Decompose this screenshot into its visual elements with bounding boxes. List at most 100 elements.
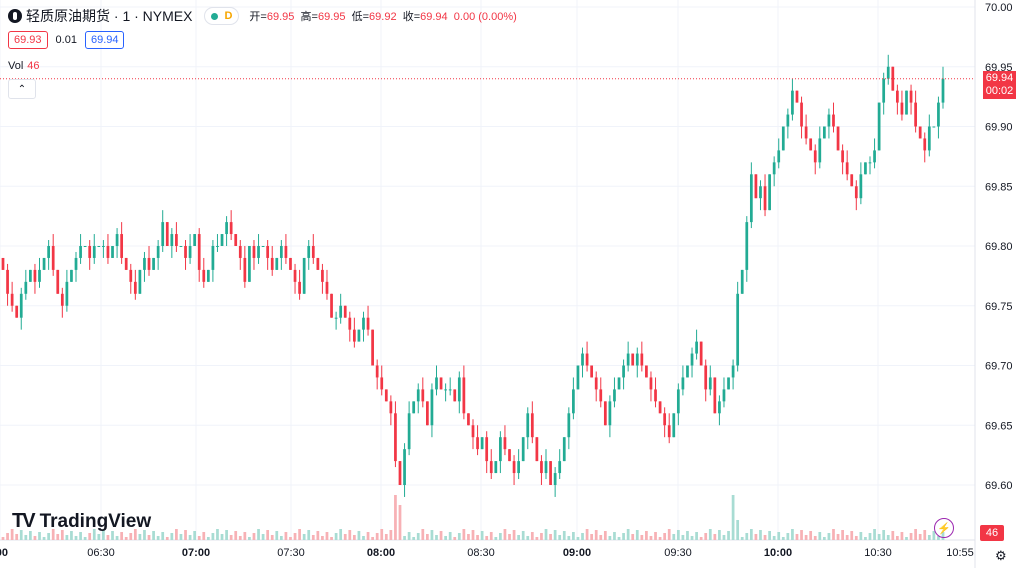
candle-body xyxy=(918,126,922,139)
candle-body xyxy=(836,126,840,151)
volume-bar xyxy=(530,532,534,540)
candle-body xyxy=(416,389,420,402)
volume-bar xyxy=(699,537,703,540)
candle-body xyxy=(225,222,228,235)
y-tick-label: 69.60 xyxy=(985,480,1013,492)
candle-body xyxy=(179,246,183,247)
candle-body xyxy=(690,353,694,366)
candle-body xyxy=(88,246,92,258)
candle-body xyxy=(731,365,735,378)
candle-body xyxy=(471,425,475,438)
volume-bar xyxy=(302,534,306,540)
volume-bar xyxy=(366,532,370,540)
ask-button[interactable]: 69.94 xyxy=(84,31,125,49)
collapse-legend-button[interactable]: ⌃ xyxy=(8,79,36,99)
volume-bar xyxy=(398,505,402,540)
volume-bar xyxy=(581,533,584,540)
candle-body xyxy=(617,377,621,390)
x-tick-label: 10:00 xyxy=(764,547,792,559)
candle-body xyxy=(70,269,73,282)
volume-bar xyxy=(389,530,393,540)
lightning-icon[interactable]: ⚡ xyxy=(934,518,954,538)
volume-bar xyxy=(859,532,863,540)
candle-body xyxy=(421,389,425,402)
y-tick-label: 69.80 xyxy=(985,241,1013,253)
y-tick-label: 69.85 xyxy=(985,181,1013,193)
candle-body xyxy=(330,293,333,318)
volume-bar xyxy=(289,537,292,540)
volume-bar xyxy=(613,532,616,540)
candle-body xyxy=(494,461,498,474)
volume-bar xyxy=(663,533,667,540)
candle-body xyxy=(371,329,374,366)
last-price-value: 69.94 xyxy=(985,72,1014,84)
candle-body xyxy=(115,234,119,246)
volume-bar xyxy=(193,531,197,540)
last-price-tag: 69.94 00:02 xyxy=(983,71,1016,99)
candle-body xyxy=(800,102,803,127)
volume-bar xyxy=(526,536,530,540)
market-status-pill[interactable]: D xyxy=(204,7,240,25)
candle-body xyxy=(79,246,82,258)
exchange-logo-icon xyxy=(8,9,22,23)
candle-body xyxy=(83,246,87,247)
candle-body xyxy=(316,257,320,270)
symbol-title[interactable]: 轻质原油期货 · 1 · NYMEX xyxy=(26,8,193,24)
candle-body xyxy=(42,257,46,270)
volume-bar xyxy=(257,529,260,540)
volume-bar xyxy=(896,536,899,540)
candle-body xyxy=(444,389,447,391)
volume-bar xyxy=(375,533,379,540)
volume-bar xyxy=(937,536,940,540)
candle-body xyxy=(275,257,279,270)
volume-bar xyxy=(658,537,662,540)
candle-body xyxy=(558,461,562,474)
candle-body xyxy=(24,281,28,294)
candle-body xyxy=(832,114,835,127)
ohlc-values: 开=69.95 高=69.95 低=69.92 收=69.94 0.00 (0.… xyxy=(249,8,516,24)
volume-bar xyxy=(845,535,849,540)
candle-body xyxy=(772,162,776,175)
volume-bar xyxy=(19,530,23,540)
candle-body xyxy=(152,257,155,270)
volume-bar xyxy=(480,531,484,540)
x-tick-label: 10:55 xyxy=(946,547,974,559)
candle-body xyxy=(517,461,520,474)
volume-bar xyxy=(1,537,5,540)
x-tick-label: 08:00 xyxy=(367,547,395,559)
candle-body xyxy=(891,66,895,91)
volume-bar xyxy=(499,533,502,540)
volume-bar xyxy=(900,532,904,540)
candle-body xyxy=(745,222,749,270)
tradingview-logo[interactable]: TV TradingView xyxy=(12,510,151,533)
volume-bar xyxy=(179,534,183,540)
gear-icon[interactable]: ⚙ xyxy=(995,548,1007,563)
volume-bar xyxy=(786,533,790,540)
volume-bar xyxy=(599,535,603,540)
bid-button[interactable]: 69.93 xyxy=(8,31,48,49)
volume-bar xyxy=(33,536,37,540)
volume-bar xyxy=(622,533,625,540)
candle-body xyxy=(430,389,434,426)
volume-bar xyxy=(781,537,785,540)
volume-bar xyxy=(645,531,648,540)
x-tick-label: 08:30 xyxy=(467,547,495,559)
x-tick-label: 07:00 xyxy=(182,547,210,559)
candle-body xyxy=(740,269,744,294)
volume-bar xyxy=(307,530,311,540)
candle-body xyxy=(193,234,197,246)
candle-body xyxy=(736,293,740,366)
volume-bar xyxy=(462,529,466,540)
candle-body xyxy=(827,114,831,127)
volume-bar xyxy=(138,534,142,540)
volume-bar xyxy=(416,533,420,540)
bid-ask-pills: 69.93 0.01 69.94 xyxy=(8,31,125,49)
open-value: 69.95 xyxy=(266,11,295,23)
candle-body xyxy=(635,353,639,366)
candle-body xyxy=(854,186,858,199)
volume-bar xyxy=(836,534,840,540)
volume-bar xyxy=(795,534,799,540)
candle-body xyxy=(822,126,826,139)
candle-body xyxy=(147,257,151,270)
